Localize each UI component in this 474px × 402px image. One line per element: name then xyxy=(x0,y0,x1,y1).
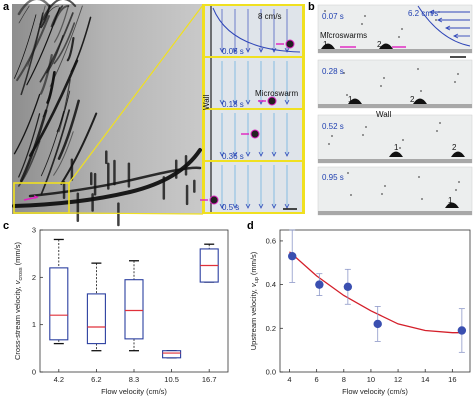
ytick-label: 0 xyxy=(32,368,36,377)
data-point xyxy=(315,280,324,289)
ytick-label: 2 xyxy=(32,273,36,282)
particle-streaks xyxy=(12,0,202,227)
ytick-label: 0.2 xyxy=(266,324,276,333)
zoom-frame-4 xyxy=(205,162,302,212)
ytick-label: 0.0 xyxy=(266,368,276,377)
xtick-label: 4 xyxy=(287,375,291,384)
xtick-label: 6 xyxy=(315,375,319,384)
frame-b3-marker-1: 1 xyxy=(394,143,399,152)
frame-b2-time: 0.28 s xyxy=(322,67,344,76)
zoom-region xyxy=(13,182,70,214)
ytick-label: 1 xyxy=(32,320,36,329)
xtick-label: 10 xyxy=(367,375,375,384)
panel-c-letter: c xyxy=(3,220,10,232)
frame-a2-time: 0.18 s xyxy=(222,100,244,109)
frame-a3-time: 0.36 s xyxy=(222,152,244,161)
panel-d-letter: d xyxy=(247,220,254,232)
frame-a4-time: 0.5 s xyxy=(222,203,240,212)
frame-b1-label: Microswarms xyxy=(320,31,368,40)
xtick-label: 10.5 xyxy=(164,375,179,384)
panel-b-letter: b xyxy=(308,1,315,13)
box-10.5 xyxy=(162,350,182,359)
b-frame-1 xyxy=(317,4,473,54)
frame-b2-marker-2: 2 xyxy=(410,95,415,104)
ytick-label: 0.4 xyxy=(266,280,276,289)
data-point xyxy=(288,252,297,261)
frame-b4-marker-1: 1 xyxy=(448,196,453,205)
zoom-frame-1 xyxy=(205,6,302,56)
xtick-label: 8.3 xyxy=(129,375,139,384)
frame-a1-speed: 8 cm/s xyxy=(258,12,282,21)
frame-b1-speed: 6.2 cm/s xyxy=(408,9,439,18)
data-point xyxy=(457,326,467,335)
frame-b2-marker-1: 1 xyxy=(348,95,353,104)
xtick-label: 4.2 xyxy=(54,375,64,384)
ytick-label: 0.6 xyxy=(266,236,276,245)
b-frame-2 xyxy=(317,59,473,109)
frame-b1-marker-2: 2 xyxy=(377,40,382,49)
xtick-label: 8 xyxy=(342,375,346,384)
box-8.3 xyxy=(124,279,144,340)
box-6.2 xyxy=(86,293,106,345)
zoom-frame-2 xyxy=(205,58,302,108)
data-point xyxy=(343,282,353,291)
ytick-label: 3 xyxy=(32,226,36,235)
frame-a1-time: 0.06 s xyxy=(222,47,244,56)
frame-b3-marker-2: 2 xyxy=(452,143,457,152)
fit-curve xyxy=(289,251,460,334)
xtick-label: 6.2 xyxy=(91,375,101,384)
plot-frame-d xyxy=(279,229,471,373)
frame-b3-time: 0.52 s xyxy=(322,122,344,131)
x-axis-title-d: Flow velocity (cm/s) xyxy=(342,387,408,396)
panel-a-letter: a xyxy=(3,1,10,13)
x-axis-title-c: Flow velocity (cm/s) xyxy=(101,387,167,396)
y-axis-title-c: Cross-stream velocity, vcross (mm/s) xyxy=(13,241,24,360)
xtick-label: 16.7 xyxy=(202,375,217,384)
data-point xyxy=(373,319,382,329)
box-4.2 xyxy=(49,267,69,341)
wall-label-b: Wall xyxy=(376,110,392,119)
frame-a2-label: Microswarm xyxy=(255,89,299,98)
frame-b4-time: 0.95 s xyxy=(322,173,344,182)
xtick-label: 14 xyxy=(421,375,429,384)
xtick-label: 12 xyxy=(394,375,402,384)
frame-b1-time: 0.07 s xyxy=(322,12,344,21)
xtick-label: 16 xyxy=(448,375,456,384)
y-axis-title-d: Upstream velocity, vup (mm/s) xyxy=(249,251,260,350)
frame-b1-marker-1: 1 xyxy=(323,40,328,49)
